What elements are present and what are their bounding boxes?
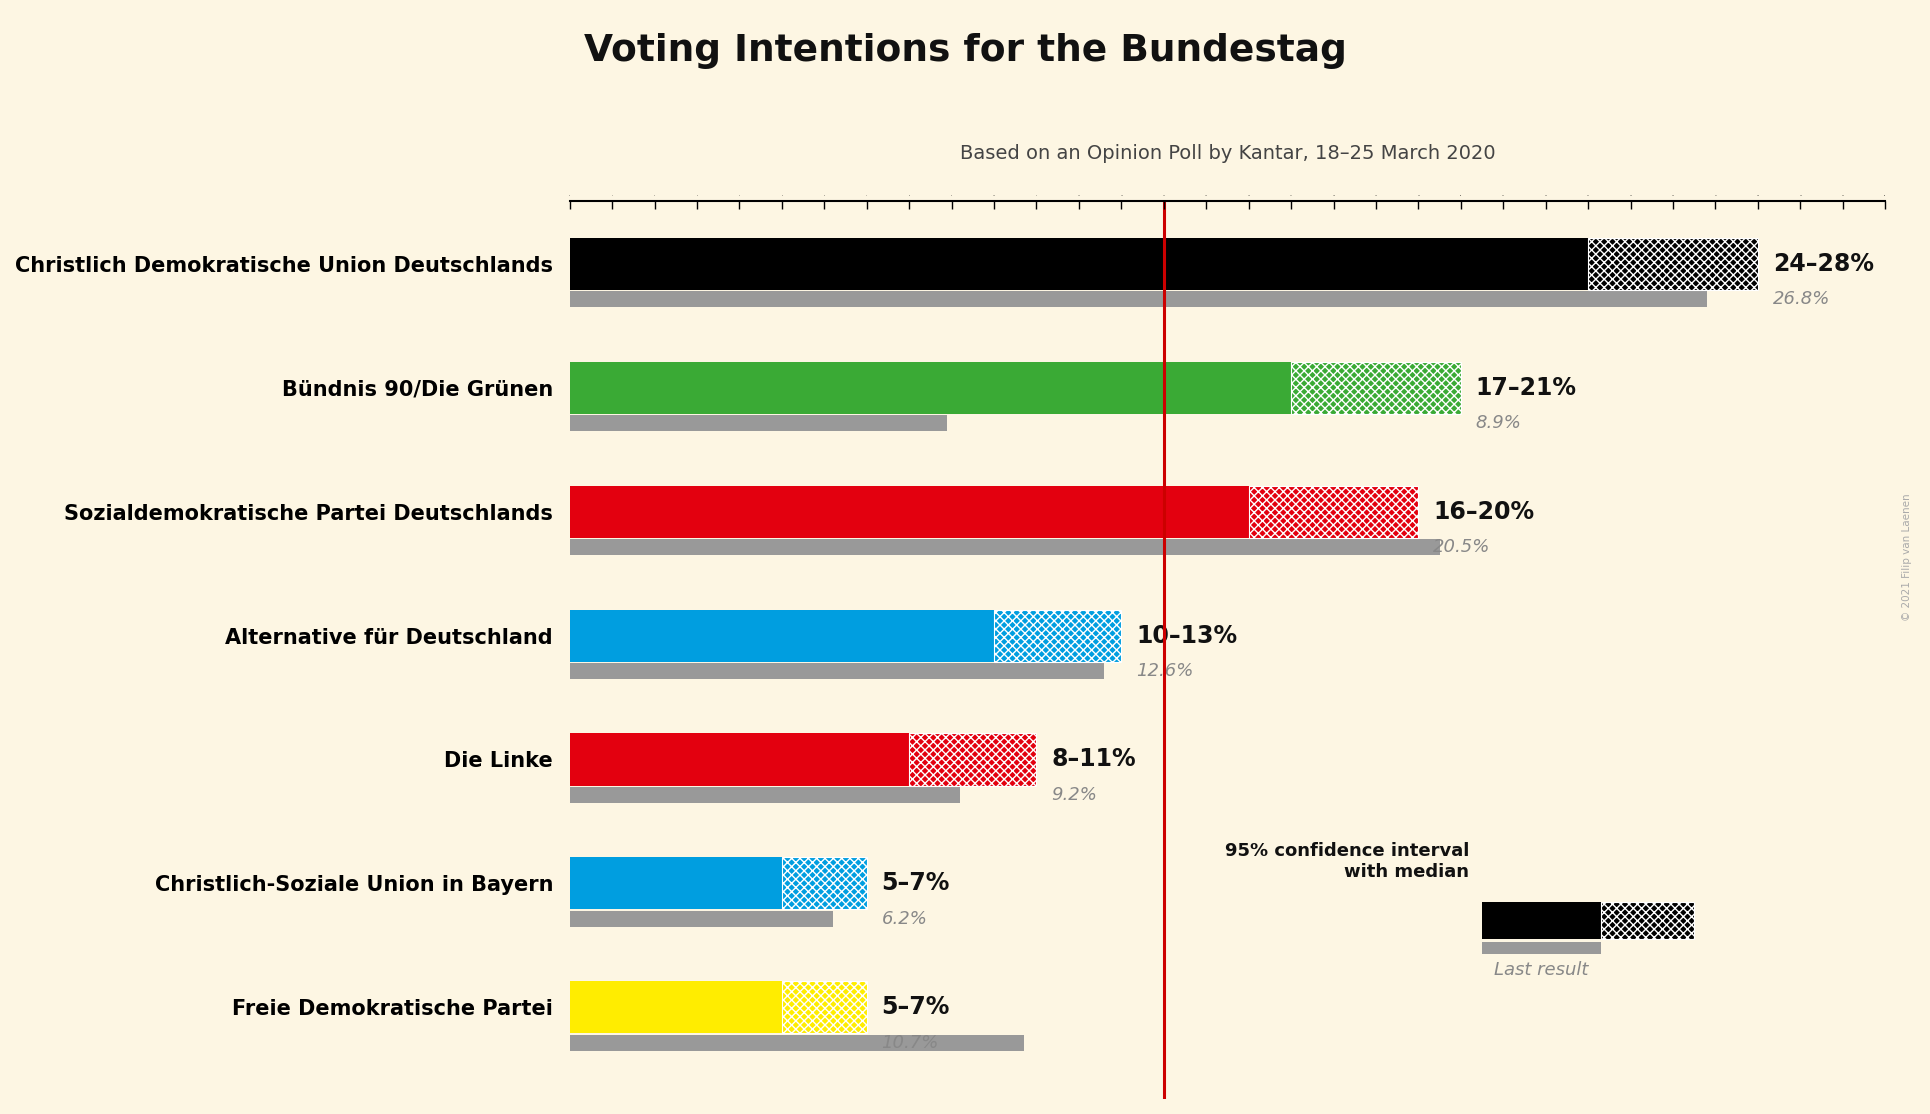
Text: 16–20%: 16–20% bbox=[1434, 500, 1534, 524]
Bar bbox=[569, 663, 1104, 678]
Text: 5–7%: 5–7% bbox=[882, 995, 950, 1019]
Bar bbox=[569, 910, 832, 927]
Bar bbox=[569, 237, 1588, 290]
Text: 8–11%: 8–11% bbox=[1052, 747, 1137, 772]
Bar bbox=[569, 786, 959, 803]
Text: Voting Intentions for the Bundestag: Voting Intentions for the Bundestag bbox=[583, 33, 1347, 69]
Title: Based on an Opinion Poll by Kantar, 18–25 March 2020: Based on an Opinion Poll by Kantar, 18–2… bbox=[959, 144, 1496, 163]
Text: 6.2%: 6.2% bbox=[882, 910, 928, 928]
Bar bbox=[1249, 486, 1419, 538]
Text: © 2021 Filip van Laenen: © 2021 Filip van Laenen bbox=[1901, 494, 1913, 620]
Bar bbox=[1291, 362, 1461, 413]
Bar bbox=[569, 486, 1249, 538]
Bar bbox=[569, 981, 782, 1034]
Bar bbox=[782, 981, 867, 1034]
Bar bbox=[569, 733, 909, 785]
Bar bbox=[569, 416, 948, 431]
Text: 5–7%: 5–7% bbox=[882, 871, 950, 896]
Text: 10–13%: 10–13% bbox=[1137, 624, 1237, 647]
Bar bbox=[1482, 902, 1600, 939]
Bar bbox=[1588, 237, 1758, 290]
Bar bbox=[569, 362, 1291, 413]
Text: 20.5%: 20.5% bbox=[1434, 538, 1490, 556]
Bar bbox=[1600, 902, 1695, 939]
Text: Last result: Last result bbox=[1494, 961, 1588, 979]
Text: 17–21%: 17–21% bbox=[1476, 375, 1577, 400]
Bar bbox=[1482, 941, 1600, 954]
Bar bbox=[569, 858, 782, 909]
Bar bbox=[994, 609, 1121, 662]
Text: 24–28%: 24–28% bbox=[1774, 252, 1874, 276]
Text: 8.9%: 8.9% bbox=[1476, 414, 1521, 432]
Text: 12.6%: 12.6% bbox=[1137, 662, 1193, 680]
Bar bbox=[569, 1035, 1023, 1051]
Text: 10.7%: 10.7% bbox=[882, 1034, 938, 1052]
Bar bbox=[569, 609, 994, 662]
Text: 9.2%: 9.2% bbox=[1052, 785, 1096, 804]
Text: 26.8%: 26.8% bbox=[1774, 290, 1830, 309]
Bar bbox=[569, 291, 1706, 307]
Bar bbox=[569, 539, 1440, 555]
Text: 95% confidence interval
with median: 95% confidence interval with median bbox=[1226, 842, 1469, 881]
Bar bbox=[909, 733, 1036, 785]
Bar bbox=[782, 858, 867, 909]
